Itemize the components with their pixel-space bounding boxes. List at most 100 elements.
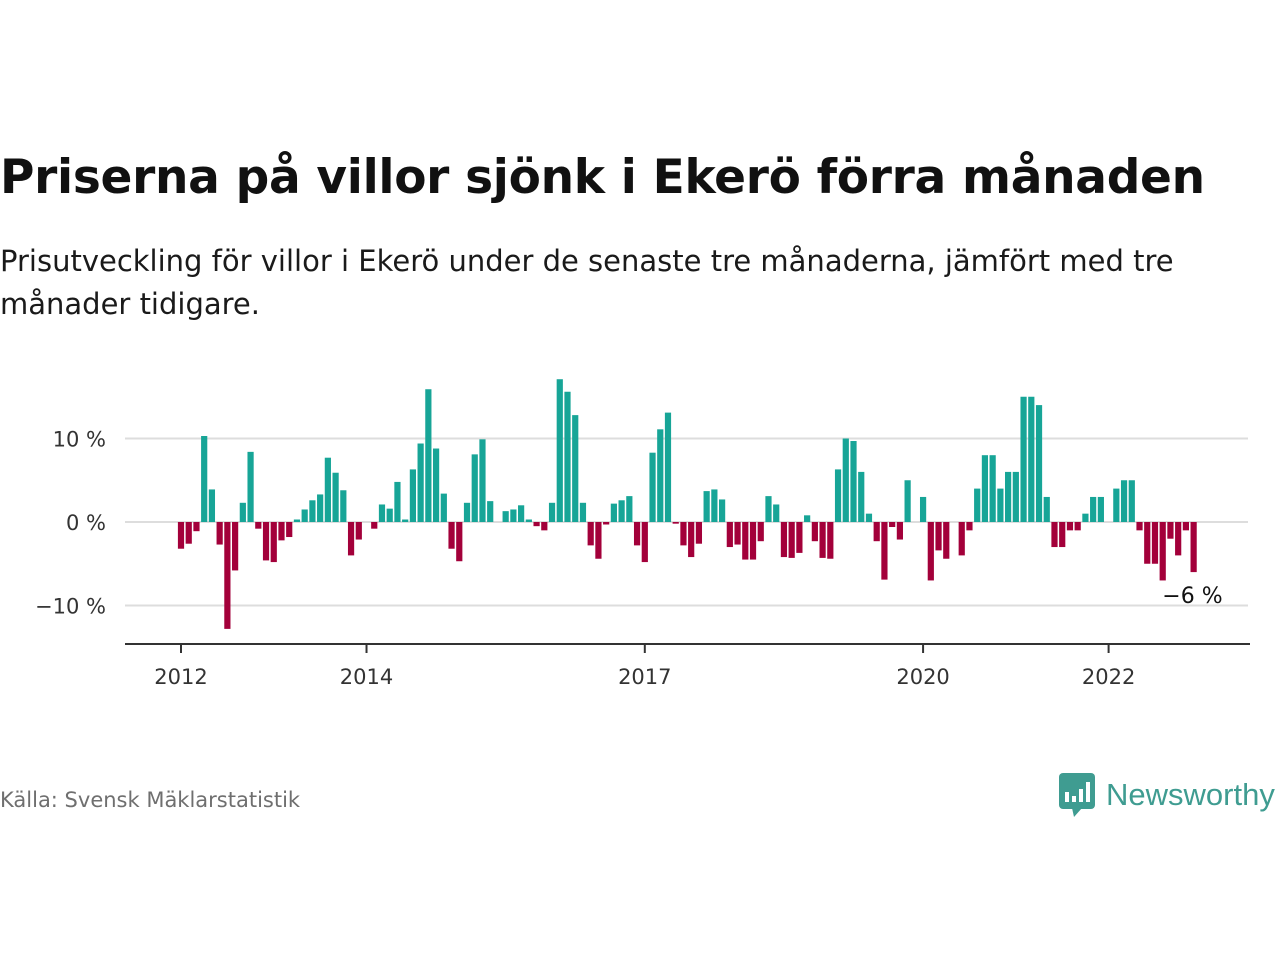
bar	[232, 522, 239, 571]
bar	[185, 522, 192, 544]
bar	[919, 496, 927, 522]
brand-name: Newsworthy	[1106, 777, 1275, 812]
x-tick-label: 2020	[896, 665, 949, 689]
bar	[548, 502, 556, 522]
bar	[1090, 496, 1097, 522]
bar	[780, 522, 788, 558]
bar	[378, 504, 386, 523]
bar	[664, 412, 672, 522]
bar	[997, 488, 1004, 522]
bar	[417, 443, 424, 522]
bar	[440, 493, 447, 522]
bar	[904, 480, 911, 522]
bar	[943, 522, 950, 559]
y-tick-label: −10 %	[35, 595, 106, 619]
newsworthy-logo-icon	[1059, 773, 1095, 817]
bar	[239, 502, 246, 522]
bar	[672, 522, 679, 524]
bar	[270, 522, 277, 563]
bar	[734, 522, 741, 545]
bar	[278, 522, 285, 541]
bar	[1136, 522, 1143, 531]
bar	[935, 522, 942, 551]
bar	[402, 519, 409, 522]
bar	[595, 522, 602, 559]
bar	[177, 522, 185, 549]
bar	[1175, 522, 1182, 556]
bar	[641, 522, 648, 563]
bar	[510, 509, 517, 522]
bar	[981, 455, 989, 522]
bar	[1051, 522, 1058, 548]
bar	[703, 491, 710, 522]
bar	[355, 522, 362, 540]
bar	[1113, 488, 1120, 522]
bar	[850, 441, 857, 522]
bar	[1082, 513, 1089, 522]
bar	[811, 522, 818, 542]
bar	[749, 522, 757, 560]
bar	[371, 522, 378, 529]
bar	[842, 438, 849, 522]
bar	[773, 504, 780, 523]
bar	[896, 522, 903, 540]
bar	[1035, 405, 1043, 522]
bar	[1066, 522, 1074, 531]
bar	[626, 496, 633, 522]
chart-subtitle: Prisutveckling för villor i Ekerö under …	[0, 244, 1174, 321]
source-note: Källa: Svensk Mäklarstatistik	[0, 788, 301, 812]
bar	[1120, 480, 1128, 522]
bar	[347, 522, 355, 556]
bar	[502, 511, 509, 523]
bar	[1167, 522, 1174, 539]
bar	[409, 469, 416, 522]
bar	[1097, 496, 1104, 522]
bar	[618, 500, 625, 522]
bar	[819, 522, 826, 558]
bar	[255, 522, 262, 529]
bar-chart: −10 % 0 % 10 % 2012 2014 2017 2020 2022 −6 %	[35, 379, 1250, 689]
bar	[309, 500, 316, 522]
bar	[1190, 522, 1197, 573]
bar	[456, 522, 463, 562]
brand-logo[interactable]: Newsworthy	[1058, 772, 1275, 818]
bar	[765, 496, 772, 522]
bar	[881, 522, 888, 580]
bar	[633, 522, 641, 546]
bar	[332, 472, 339, 522]
x-tick-label: 2014	[340, 665, 393, 689]
bar	[873, 522, 880, 542]
bar	[695, 522, 703, 544]
bar	[1074, 522, 1081, 531]
bar	[711, 489, 718, 522]
bar	[1059, 522, 1066, 548]
bar	[688, 522, 695, 558]
bar	[726, 522, 733, 548]
bar	[889, 522, 896, 528]
bar	[974, 488, 981, 522]
bar	[1012, 471, 1019, 522]
x-tick-label: 2012	[154, 665, 207, 689]
bar	[603, 522, 610, 525]
bar	[324, 457, 331, 522]
bar	[1005, 471, 1012, 522]
bar	[340, 490, 347, 522]
bar	[386, 508, 393, 522]
bar	[247, 451, 254, 522]
bar	[556, 379, 563, 522]
bar	[432, 448, 440, 522]
bar	[927, 522, 934, 581]
y-tick-label: 10 %	[53, 428, 106, 452]
bar	[533, 522, 540, 527]
bar	[804, 515, 811, 522]
bar	[518, 505, 525, 522]
bar	[1182, 522, 1189, 531]
chart-title: Priserna på villor sjönk i Ekerö förra m…	[0, 150, 1205, 205]
bar	[479, 439, 486, 522]
bar	[286, 522, 293, 538]
bar	[966, 522, 973, 531]
bar	[293, 519, 301, 522]
x-tick-label: 2017	[618, 665, 671, 689]
bar	[216, 522, 223, 545]
bar	[525, 519, 532, 522]
